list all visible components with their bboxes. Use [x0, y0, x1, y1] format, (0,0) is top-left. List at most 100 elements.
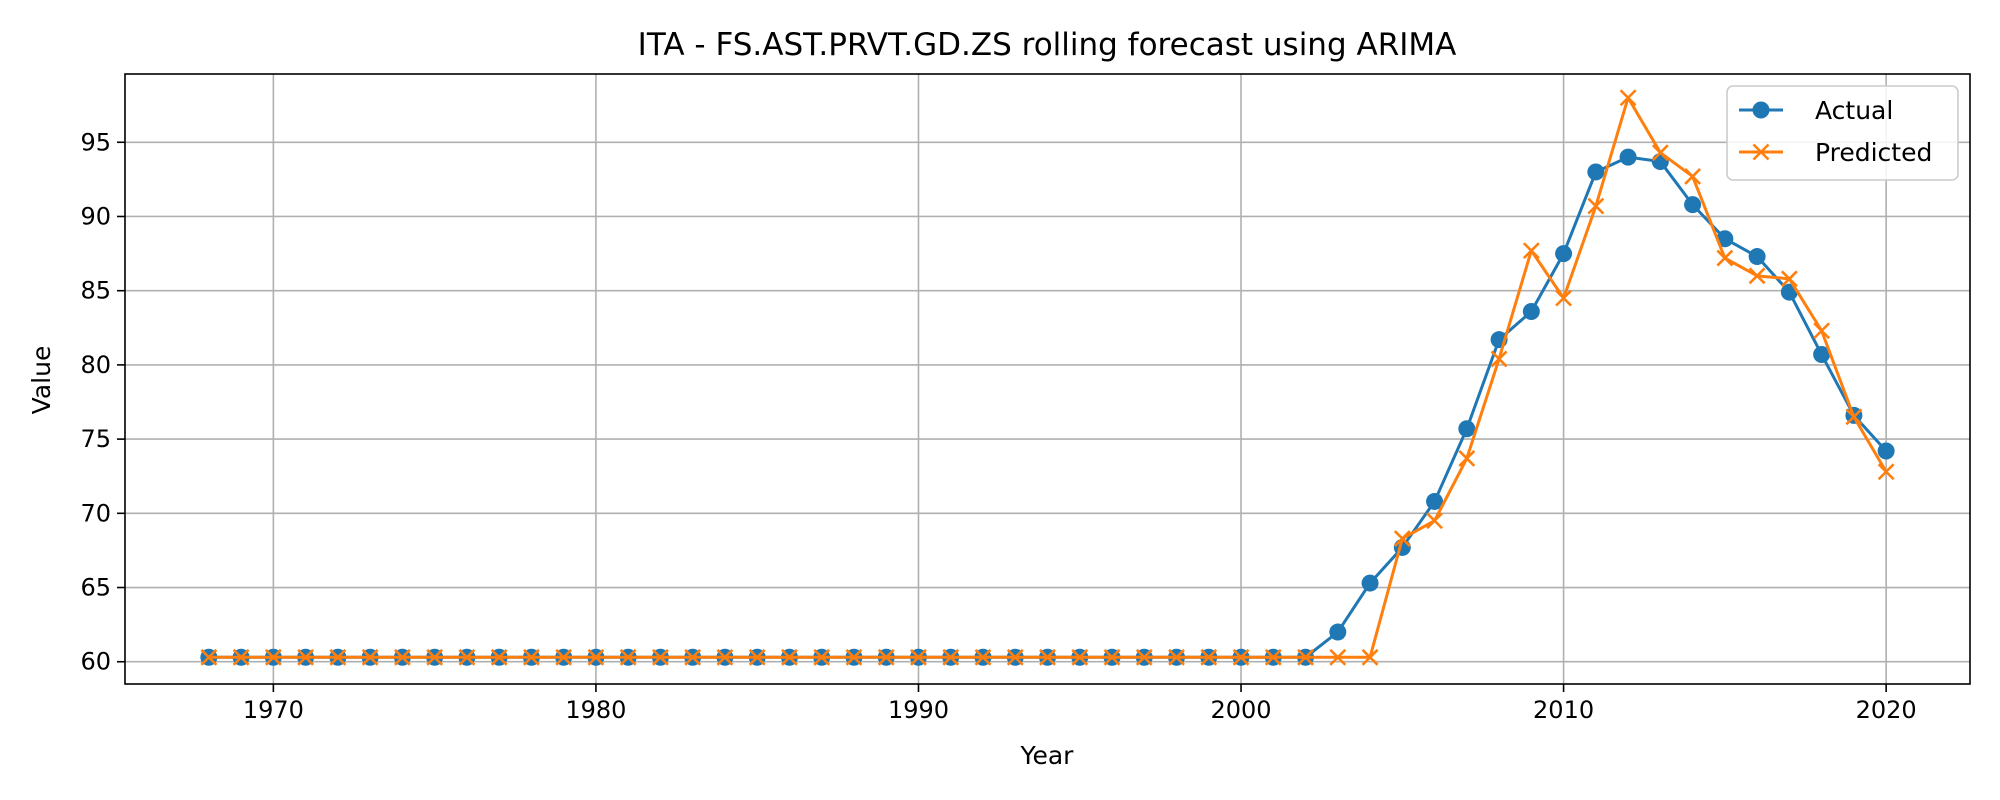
series-layer: [200, 89, 1895, 666]
axes: 1970 1980 1990 2000 2010 2020 60 65 70 75 80 85 90 95: [80, 73, 1971, 724]
data-point-actual: [1329, 623, 1347, 641]
data-point-predicted: [1039, 648, 1056, 666]
y-tick-label: 90: [80, 202, 111, 230]
data-point-actual: [1619, 148, 1637, 166]
y-tick-label: 95: [80, 128, 111, 156]
data-point-predicted: [781, 648, 798, 666]
y-tick-label: 85: [80, 277, 111, 305]
data-point-predicted: [1555, 289, 1572, 307]
chart-title: ITA - FS.AST.PRVT.GD.ZS rolling forecast…: [638, 27, 1457, 63]
data-point-predicted: [1168, 648, 1185, 666]
data-point-predicted: [974, 648, 992, 666]
data-point-actual: [1555, 245, 1573, 263]
data-point-actual: [1716, 230, 1734, 248]
data-point-predicted: [1716, 249, 1734, 267]
data-point-predicted: [587, 648, 605, 666]
data-point-predicted: [748, 648, 766, 666]
data-point-actual: [1426, 492, 1444, 510]
x-tick-label: 1990: [888, 696, 949, 724]
data-point-predicted: [297, 648, 315, 666]
data-point-predicted: [877, 648, 895, 666]
grid: [125, 74, 1970, 684]
data-point-predicted: [1780, 270, 1798, 288]
x-tick-label: 1970: [243, 696, 304, 724]
data-point-predicted: [652, 648, 669, 666]
y-tick-label: 65: [80, 574, 111, 602]
data-point-actual: [1361, 574, 1379, 592]
data-point-predicted: [1006, 648, 1024, 666]
data-point-predicted: [1651, 144, 1669, 162]
data-point-predicted: [1587, 197, 1605, 215]
data-point-predicted: [684, 648, 702, 666]
data-point-predicted: [1748, 267, 1766, 285]
plot-frame: [124, 73, 1971, 685]
data-point-predicted: [1297, 648, 1314, 666]
legend-entry-actual: Actual: [1739, 96, 1893, 125]
data-point-actual: [1684, 196, 1702, 214]
series-line-predicted: [208, 96, 1888, 659]
data-point-predicted: [490, 648, 508, 666]
x-tick-label: 2010: [1533, 696, 1594, 724]
data-point-predicted: [522, 648, 540, 666]
legend-marker: [1752, 143, 1770, 161]
data-point-predicted: [232, 648, 250, 666]
data-point-predicted: [1877, 463, 1895, 481]
y-tick-label: 70: [80, 499, 111, 527]
data-point-actual: [1813, 346, 1831, 364]
y-tick-label: 80: [80, 351, 111, 379]
legend-entry-predicted: Predicted: [1739, 138, 1932, 167]
data-point-predicted: [361, 648, 379, 666]
data-point-predicted: [329, 648, 347, 666]
data-point-predicted: [1361, 648, 1379, 666]
data-point-predicted: [942, 648, 960, 666]
data-point-predicted: [393, 648, 411, 666]
legend-label: Actual: [1815, 96, 1893, 125]
data-point-predicted: [1200, 648, 1218, 666]
data-point-predicted: [555, 648, 573, 666]
data-point-predicted: [1393, 530, 1411, 547]
series-line-actual: [208, 155, 1888, 659]
data-point-predicted: [619, 648, 637, 666]
x-tick-label: 2000: [1210, 696, 1271, 724]
x-tick-label: 1980: [565, 696, 626, 724]
data-point-actual: [1458, 420, 1476, 438]
data-point-predicted: [910, 648, 927, 666]
data-point-predicted: [1135, 648, 1153, 666]
data-point-predicted: [1490, 350, 1508, 368]
data-point-predicted: [1329, 648, 1347, 666]
x-tick-label: 2020: [1856, 696, 1917, 724]
legend-label: Predicted: [1815, 138, 1932, 167]
legend-marker: [1752, 101, 1770, 119]
series-predicted: [200, 89, 1895, 666]
data-point-predicted: [845, 648, 863, 666]
y-axis-label: Value: [27, 346, 56, 415]
data-point-predicted: [426, 648, 444, 666]
legend-box: [1726, 85, 1959, 181]
data-point-predicted: [1619, 89, 1637, 107]
data-point-predicted: [1232, 648, 1250, 666]
data-point-predicted: [813, 648, 831, 666]
data-point-predicted: [1813, 322, 1831, 340]
legend: Actual Predicted: [1726, 85, 1959, 181]
data-point-predicted: [1264, 648, 1282, 666]
data-point-actual: [1877, 442, 1895, 460]
data-point-predicted: [1522, 242, 1540, 260]
data-point-actual: [1522, 302, 1540, 320]
data-point-predicted: [1426, 512, 1443, 530]
data-point-predicted: [458, 648, 476, 666]
data-point-predicted: [1071, 648, 1089, 666]
data-point-predicted: [264, 648, 282, 666]
data-point-actual: [1748, 248, 1766, 266]
y-tick-label: 60: [80, 648, 111, 676]
data-point-predicted: [716, 648, 734, 666]
data-point-predicted: [200, 648, 218, 666]
data-point-predicted: [1845, 408, 1863, 426]
data-point-predicted: [1458, 449, 1476, 467]
y-tick-label: 75: [80, 425, 111, 453]
x-axis-label: Year: [1020, 741, 1075, 770]
data-point-predicted: [1684, 167, 1702, 185]
data-point-actual: [1587, 163, 1605, 181]
data-point-predicted: [1103, 648, 1121, 666]
